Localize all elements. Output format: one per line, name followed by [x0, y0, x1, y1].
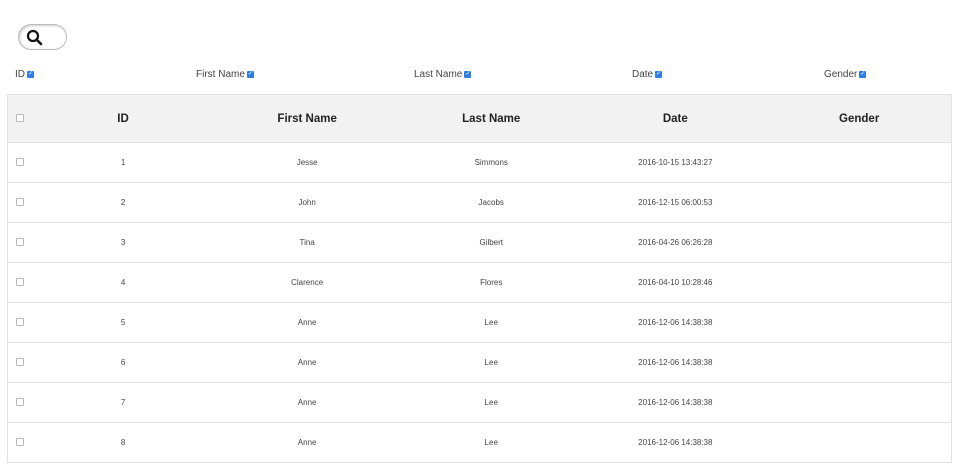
cell-date: 2016-12-06 14:38:38	[583, 382, 768, 423]
cell-gender	[767, 182, 953, 223]
cell-gender	[767, 222, 953, 263]
column-toggle-label: Date	[632, 69, 654, 80]
cell-date: 2016-10-15 13:43:27	[583, 142, 768, 183]
table-row[interactable]: 2 John Jacobs 2016-12-15 06:00:53	[7, 182, 953, 223]
row-checkbox[interactable]	[15, 437, 24, 446]
cell-first: Tina	[215, 222, 400, 263]
column-toggle-label: Gender	[824, 69, 858, 80]
cell-id: 2	[31, 182, 216, 223]
cell-id: 6	[31, 342, 216, 383]
column-toggle-first-name[interactable]: First Name ✓	[196, 69, 254, 80]
row-checkbox[interactable]	[15, 237, 24, 246]
header-gender[interactable]: Gender	[767, 94, 953, 143]
cell-gender	[767, 142, 953, 183]
cell-id: 5	[31, 302, 216, 343]
cell-first: Jesse	[215, 142, 400, 183]
cell-date: 2016-12-06 14:38:38	[583, 342, 768, 383]
header-first-name[interactable]: First Name	[215, 94, 400, 143]
search-icon	[26, 29, 43, 46]
cell-last: Jacobs	[399, 182, 584, 223]
row-checkbox[interactable]	[15, 397, 24, 406]
cell-date: 2016-12-15 06:00:53	[583, 182, 768, 223]
cell-last: Simmons	[399, 142, 584, 183]
data-table: ID First Name Last Name Date Gender 1 Jes…	[7, 0, 953, 463]
column-toggle-checkbox[interactable]: ✓	[464, 71, 472, 78]
cell-first: John	[215, 182, 400, 223]
cell-gender	[767, 382, 953, 423]
row-checkbox[interactable]	[15, 317, 24, 326]
column-toggle-checkbox[interactable]: ✓	[246, 71, 254, 78]
header-last-name[interactable]: Last Name	[399, 94, 584, 143]
cell-gender	[767, 422, 953, 463]
table-row[interactable]: 5 Anne Lee 2016-12-06 14:38:38	[7, 302, 953, 343]
cell-date: 2016-04-26 06:26:28	[583, 222, 768, 263]
table-row[interactable]: 7 Anne Lee 2016-12-06 14:38:38	[7, 382, 953, 423]
column-toggle-id[interactable]: ID ✓	[15, 69, 34, 80]
cell-last: Lee	[399, 302, 584, 343]
cell-gender	[767, 302, 953, 343]
column-toggle-checkbox[interactable]: ✓	[27, 71, 34, 78]
table-row[interactable]: 8 Anne Lee 2016-12-06 14:38:38	[7, 422, 953, 463]
column-toggle-last-name[interactable]: Last Name ✓	[414, 69, 472, 80]
row-checkbox[interactable]	[15, 197, 24, 206]
column-toggle-checkbox[interactable]: ✓	[655, 71, 663, 78]
cell-last: Lee	[399, 422, 584, 463]
cell-last: Flores	[399, 262, 584, 303]
header-date[interactable]: Date	[583, 94, 768, 143]
cell-first: Anne	[215, 302, 400, 343]
cell-gender	[767, 342, 953, 383]
table-header-row: ID First Name Last Name Date Gender	[7, 94, 953, 143]
cell-id: 3	[31, 222, 216, 263]
cell-first: Anne	[215, 422, 400, 463]
row-checkbox[interactable]	[15, 357, 24, 366]
table-row[interactable]: 4 Clarence Flores 2016-04-10 10:28:46	[7, 262, 953, 303]
header-id[interactable]: ID	[31, 94, 216, 143]
row-checkbox[interactable]	[15, 277, 24, 286]
row-checkbox[interactable]	[15, 157, 24, 166]
cell-last: Lee	[399, 382, 584, 423]
table-row[interactable]: 6 Anne Lee 2016-12-06 14:38:38	[7, 342, 953, 383]
cell-id: 4	[31, 262, 216, 303]
table-row[interactable]: 1 Jesse Simmons 2016-10-15 13:43:27	[7, 142, 953, 183]
column-toggle-gender[interactable]: Gender ✓	[824, 69, 867, 80]
cell-id: 8	[31, 422, 216, 463]
cell-first: Anne	[215, 382, 400, 423]
cell-last: Gilbert	[399, 222, 584, 263]
cell-id: 1	[31, 142, 216, 183]
column-toggle-date[interactable]: Date ✓	[632, 69, 663, 80]
cell-date: 2016-12-06 14:38:38	[583, 302, 768, 343]
cell-id: 7	[31, 382, 216, 423]
cell-date: 2016-12-06 14:38:38	[583, 422, 768, 463]
search-button[interactable]	[18, 24, 67, 50]
table-row[interactable]: 3 Tina Gilbert 2016-04-26 06:26:28	[7, 222, 953, 263]
cell-date: 2016-04-10 10:28:46	[583, 262, 768, 303]
column-toggle-label: ID	[15, 69, 25, 80]
select-all-checkbox[interactable]	[15, 113, 24, 122]
cell-first: Clarence	[215, 262, 400, 303]
cell-last: Lee	[399, 342, 584, 383]
cell-gender	[767, 262, 953, 303]
column-toggle-label: First Name	[196, 69, 245, 80]
column-toggle-label: Last Name	[414, 69, 463, 80]
column-toggle-checkbox[interactable]: ✓	[859, 71, 867, 78]
cell-first: Anne	[215, 342, 400, 383]
